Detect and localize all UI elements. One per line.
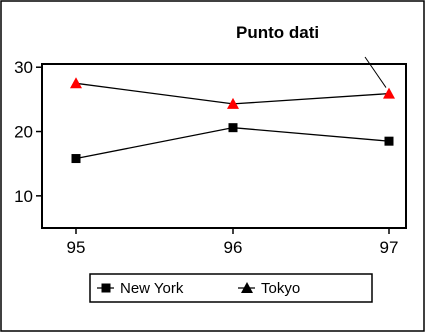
y-tick-label: 20	[14, 123, 33, 142]
y-tick-label: 30	[14, 58, 33, 77]
data-point-new-york	[71, 154, 81, 164]
x-tick-label: 95	[67, 238, 86, 257]
legend-marker-new-york	[101, 283, 111, 293]
legend-marker-tokyo	[241, 282, 253, 293]
plot-area	[41, 63, 407, 229]
x-tick-label: 97	[380, 238, 399, 257]
y-tick-label: 10	[14, 187, 33, 206]
data-point-tokyo	[383, 87, 395, 99]
x-axis: 95 96 97	[67, 228, 399, 257]
y-axis: 10 20 30	[14, 58, 42, 206]
legend-label-tokyo: Tokyo	[261, 280, 300, 297]
annotation-leader-line	[364, 56, 387, 88]
legend-label-new-york: New York	[120, 280, 184, 297]
data-point-new-york	[384, 136, 394, 146]
data-point-tokyo	[70, 77, 82, 89]
annotation-label: Punto dati	[236, 23, 319, 42]
legend-box	[89, 273, 373, 303]
data-point-tokyo	[227, 97, 239, 109]
legend: New York Tokyo	[89, 273, 373, 303]
x-tick-label: 96	[224, 238, 243, 257]
series-layer	[70, 77, 395, 164]
data-point-new-york	[228, 123, 238, 133]
